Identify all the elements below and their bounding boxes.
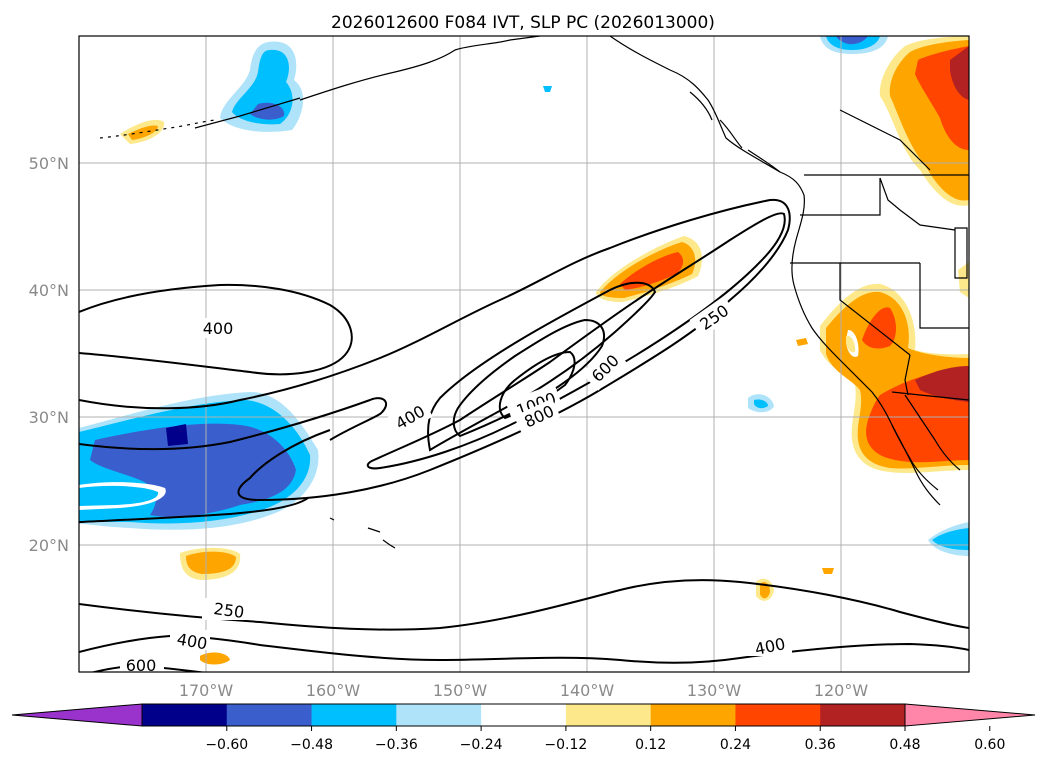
colorbar-segment xyxy=(735,704,821,726)
colorbar-tick-label: 0.48 xyxy=(889,737,920,753)
colorbar-extend-low xyxy=(11,703,143,727)
lat-label-20: 20°N xyxy=(29,536,69,555)
lon-label-130w: 130°W xyxy=(687,681,742,700)
lon-label-150w: 150°W xyxy=(433,681,488,700)
blue-spot-north xyxy=(543,86,552,92)
lat-axis: 50°N 40°N 30°N 20°N xyxy=(29,154,69,555)
colorbar-segment xyxy=(481,704,567,726)
alaska-coast xyxy=(299,36,541,101)
contour-400-north xyxy=(79,283,353,376)
baja-peninsula xyxy=(891,394,961,506)
coastlines xyxy=(99,36,969,549)
hawaii-islands xyxy=(329,517,396,549)
colorbar-segment xyxy=(565,704,652,726)
orange-spot-small xyxy=(822,568,834,574)
colorbar-tick-label: 0.12 xyxy=(635,737,666,753)
contour-250-outer xyxy=(79,198,791,502)
gulf-alaska-coast xyxy=(609,36,805,196)
graticule xyxy=(79,36,969,672)
colorbar-tick-label: −0.36 xyxy=(375,737,418,753)
blue-blob-aleutian xyxy=(220,41,304,132)
state-border-wa-or xyxy=(800,178,881,216)
contour-250-south xyxy=(79,579,969,631)
state-border-id xyxy=(879,177,956,231)
alaska-peninsula xyxy=(194,97,301,129)
colorbar-segment xyxy=(650,704,736,726)
aleutian-chain xyxy=(99,119,216,139)
colorbar-tick-label: −0.48 xyxy=(290,737,333,753)
colorbar: −0.60 −0.48 −0.36 −0.24 −0.12 0.12 0.24 0.36 0.4… xyxy=(11,703,1036,753)
canada-province-border xyxy=(839,109,931,171)
lon-label-120w: 120°W xyxy=(814,681,869,700)
blue-blob-west xyxy=(79,392,319,530)
lon-axis: 170°W 160°W 150°W 140°W 130°W 120°W xyxy=(179,681,869,700)
colorbar-segment xyxy=(396,704,482,726)
colorbar-frame xyxy=(141,703,906,727)
state-border-ca-az xyxy=(904,354,911,396)
contour-label-600-south: 600 xyxy=(126,656,157,675)
colorbar-tick-label: 0.60 xyxy=(974,737,1005,753)
orange-blob-east xyxy=(820,283,969,473)
lon-label-160w: 160°W xyxy=(306,681,361,700)
colorbar-tick-label: 0.24 xyxy=(720,737,751,753)
colorbar-tick-label: −0.12 xyxy=(544,737,587,753)
orange-spot-bottom xyxy=(200,652,230,665)
great-lake-right xyxy=(954,227,968,279)
colorbar-extend-high xyxy=(904,703,1036,727)
contour-400-inner xyxy=(79,212,786,470)
state-border-ca-nv xyxy=(839,263,911,356)
blue-blob-top xyxy=(820,36,888,54)
lat-label-30: 30°N xyxy=(29,408,69,427)
colorbar-segment xyxy=(226,704,313,726)
colorbar-tick-label: −0.60 xyxy=(205,737,248,753)
lon-label-140w: 140°W xyxy=(560,681,615,700)
map-frame xyxy=(78,35,970,673)
colorbar-segment xyxy=(820,704,906,726)
colorbar-tick-label: 0.36 xyxy=(805,737,836,753)
bc-coast-islands xyxy=(689,91,781,173)
contour-label-400-north: 400 xyxy=(203,319,234,338)
lat-label-50: 50°N xyxy=(29,154,69,173)
orange-edge-right xyxy=(958,262,969,298)
orange-blob-south xyxy=(180,547,241,580)
orange-spot-mid xyxy=(796,338,808,346)
us-mexico-border xyxy=(891,391,969,401)
state-border-nv-ut xyxy=(919,263,969,329)
contour-250-west-branch xyxy=(79,497,309,523)
colorbar-tick-label: −0.24 xyxy=(460,737,503,753)
map-title: 2026012600 F084 IVT, SLP PC (2026013000) xyxy=(331,13,715,33)
contour-label-250-south: 250 xyxy=(212,599,245,622)
lon-label-170w: 170°W xyxy=(179,681,234,700)
colorbar-segment xyxy=(142,704,228,726)
colorbar-segment xyxy=(311,704,397,726)
lat-label-40: 40°N xyxy=(29,281,69,300)
blue-spot-east xyxy=(748,394,774,413)
